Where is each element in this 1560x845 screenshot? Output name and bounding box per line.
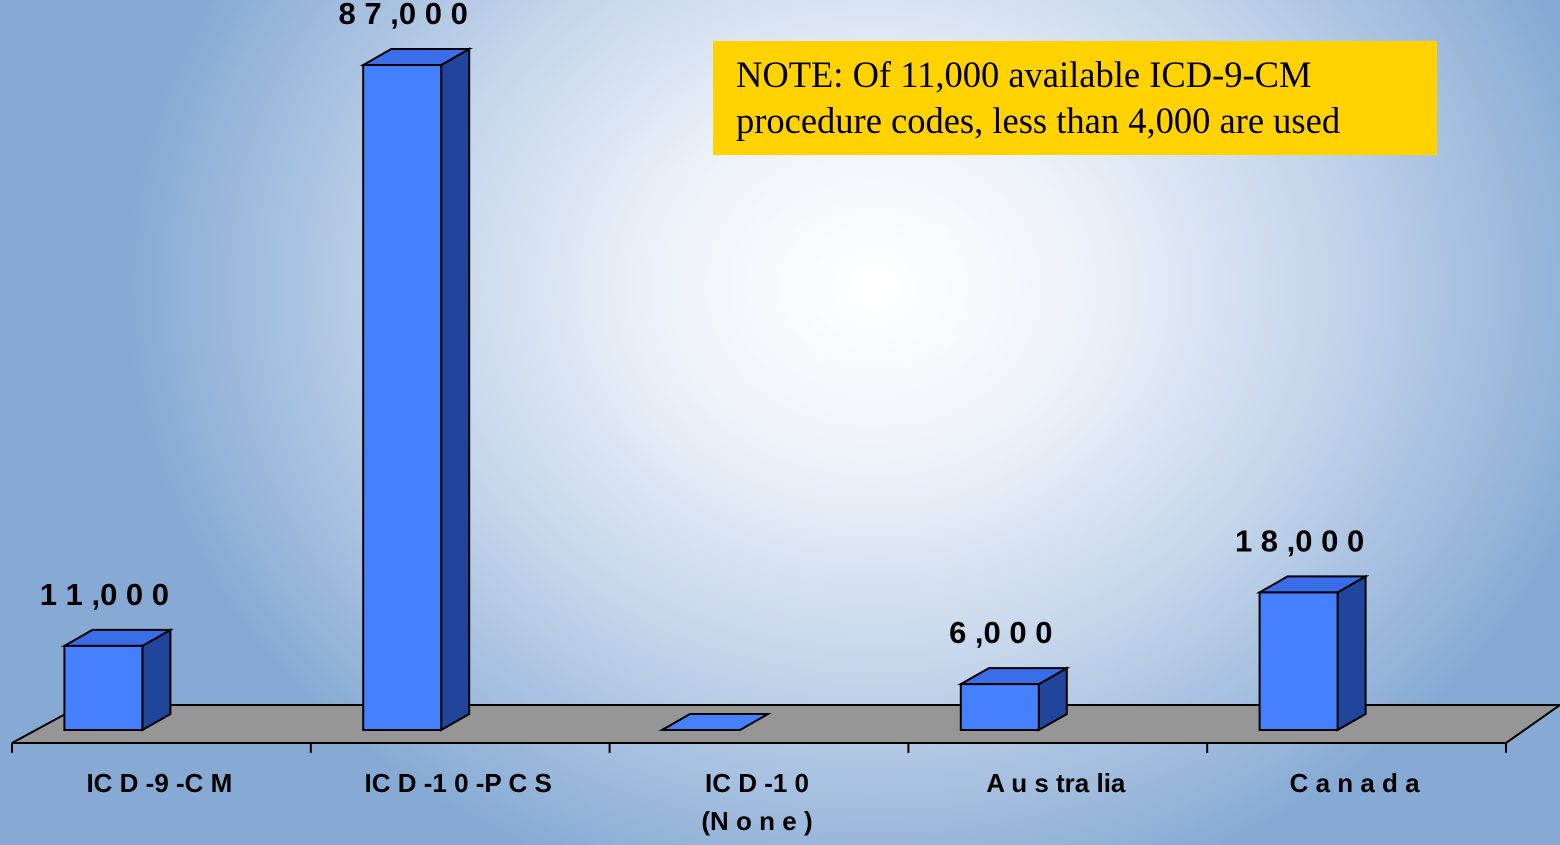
x-tick-label: A u s tra lia <box>986 768 1126 798</box>
bar-icd-10-pcs <box>359 47 473 732</box>
data-label: 1 8 ,0 0 0 <box>1235 523 1364 558</box>
bar-front <box>63 644 144 732</box>
bar-side <box>440 47 471 732</box>
data-label: 1 1 ,0 0 0 <box>40 577 169 612</box>
bar-top <box>658 713 772 731</box>
bar-front <box>362 64 443 731</box>
x-tick-label: IC D -9 -C M <box>86 768 232 798</box>
note-line-1: NOTE: Of 11,000 available ICD-9-CM <box>736 54 1312 95</box>
note-line-2: procedure codes, less than 4,000 are use… <box>736 100 1341 141</box>
bar-front <box>959 683 1040 732</box>
note-box: NOTE: Of 11,000 available ICD-9-CM proce… <box>713 41 1437 155</box>
bar-icd-9-cm <box>60 628 175 732</box>
bar-side <box>1336 574 1367 732</box>
x-tick-label: (N o n e ) <box>701 806 812 836</box>
data-label: 6 ,0 0 0 <box>949 615 1052 650</box>
bar-australia <box>957 666 1071 732</box>
bar-canada <box>1255 574 1370 732</box>
data-label: 8 7 ,0 0 0 <box>339 0 468 31</box>
bar-front <box>1258 591 1339 732</box>
x-tick-label: IC D -1 0 -P C S <box>365 768 552 798</box>
bar-icd-10 <box>658 713 772 731</box>
bar-side <box>141 628 172 732</box>
x-tick-label: C a n a d a <box>1290 768 1421 798</box>
x-tick-label: IC D -1 0 <box>705 768 809 798</box>
